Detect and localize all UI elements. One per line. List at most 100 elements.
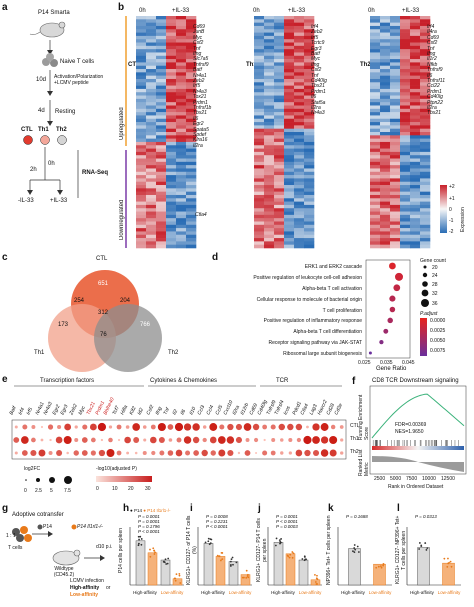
- hm2-col-0h: 0h: [253, 8, 260, 14]
- heatmap-cell: [400, 132, 411, 136]
- heatmap-cell: [156, 224, 167, 229]
- heatmap-cell: [284, 29, 295, 33]
- heatmap-cell: [410, 108, 421, 113]
- bar-point: [137, 542, 140, 545]
- heatmap-cell: [390, 188, 401, 192]
- heatmap-cell: [166, 105, 177, 110]
- heatmap-cell: [254, 128, 265, 133]
- g-schematic-svg: [12, 524, 105, 566]
- heatmap-cell: [156, 214, 167, 219]
- e-bubble: [108, 425, 113, 429]
- heatmap-cell: [186, 88, 197, 93]
- heatmap-cell: [304, 224, 315, 229]
- heatmap-cell: [284, 185, 295, 189]
- heatmap-cell: [400, 22, 411, 27]
- heatmap-cell: [136, 214, 147, 219]
- heatmap-cell: [264, 39, 275, 43]
- heatmap-cell: [390, 29, 401, 33]
- heatmap-cell: [304, 155, 315, 159]
- heatmap-cell: [136, 42, 147, 47]
- heatmap-cell: [186, 72, 197, 76]
- heatmap-cell: [420, 78, 431, 83]
- bar-point: [314, 574, 316, 576]
- heatmap-cell: [264, 224, 275, 229]
- d-p-tick-3: 0.0075: [430, 348, 446, 354]
- heatmap-cell: [304, 161, 315, 166]
- heatmap-cell: [390, 135, 401, 139]
- heatmap-cell: [274, 72, 285, 76]
- heatmap-cell: [254, 171, 265, 176]
- heatmap-cell: [156, 52, 167, 57]
- heatmap-cell: [380, 185, 391, 189]
- e-bubble: [193, 450, 199, 456]
- bar-point: [279, 542, 281, 545]
- heatmap-cell: [304, 204, 315, 209]
- heatmap-cell: [274, 75, 285, 80]
- heatmap-cell: [400, 138, 411, 143]
- heatmap-cell: [156, 69, 167, 73]
- heatmap-cell: [390, 65, 401, 70]
- heatmap-cell: [166, 155, 177, 159]
- heatmap-cell: [294, 221, 305, 226]
- heatmap-cell: [254, 132, 265, 136]
- heatmap-cell: [370, 188, 381, 192]
- gene-label: Il2ra: [427, 105, 437, 111]
- bar-point: [382, 564, 385, 567]
- heatmap-cell: [186, 112, 197, 116]
- heatmap-cell: [410, 214, 421, 219]
- heatmap-cell: [156, 155, 167, 159]
- heatmap-cell: [274, 168, 285, 173]
- heatmap-cell: [136, 204, 147, 209]
- heatmap-cell: [136, 82, 147, 86]
- heatmap-cell: [380, 191, 391, 196]
- scale-tick-m1: -1: [449, 218, 454, 224]
- heatmap-cell: [390, 175, 401, 179]
- heatmap-cell: [176, 19, 187, 23]
- heatmap-cell: [274, 185, 285, 189]
- heatmap-cell: [294, 211, 305, 216]
- heatmap-cell: [400, 78, 411, 83]
- heatmap-cell: [390, 208, 401, 212]
- bar-point: [275, 537, 278, 540]
- heatmap-cell: [156, 112, 167, 116]
- heatmap-cell: [410, 95, 421, 100]
- heatmap-cell: [274, 241, 285, 245]
- heatmap-cell: [166, 208, 177, 212]
- heatmap-cell: [294, 95, 305, 100]
- heatmap-cell: [166, 49, 177, 53]
- heatmap-cell: [176, 211, 187, 216]
- heatmap-cell: [264, 231, 275, 236]
- heatmap-cell: [400, 39, 411, 43]
- bar-ylabel: NP396+ Tet+ T cells per spleen: [326, 515, 332, 585]
- e-bubble: [134, 451, 138, 455]
- heatmap-cell: [294, 185, 305, 189]
- e-bubble: [219, 424, 225, 430]
- heatmap-cell: [156, 88, 167, 93]
- heatmap-cell: [146, 92, 157, 96]
- heatmap-cell: [400, 72, 411, 76]
- heatmap-cell: [410, 145, 421, 149]
- heatmap-cell: [304, 105, 315, 110]
- heatmap-cell: [284, 42, 295, 47]
- heatmap-cell: [146, 185, 157, 189]
- heatmap-cell: [136, 234, 147, 239]
- heatmap-cell: [304, 29, 315, 33]
- heatmap-cell: [410, 238, 421, 242]
- heatmap-cell: [304, 171, 315, 176]
- heatmap-cell: [400, 218, 411, 222]
- bar-point: [375, 566, 378, 569]
- gene-label: Ccl22: [427, 83, 440, 90]
- heatmap-cell: [294, 165, 305, 169]
- bar-point: [204, 541, 207, 544]
- heatmap-cell: [294, 35, 305, 40]
- e-bubble: [280, 438, 284, 442]
- e-p-10: 10: [112, 486, 118, 492]
- heatmap-cell: [284, 35, 295, 40]
- heatmap-cell: [400, 52, 411, 57]
- heatmap-cell: [294, 108, 305, 113]
- heatmap-cell: [294, 228, 305, 232]
- heatmap-cell: [254, 244, 265, 249]
- heatmap-cell: [400, 25, 411, 30]
- heatmap-cell: [176, 108, 187, 113]
- bar-point: [137, 535, 140, 538]
